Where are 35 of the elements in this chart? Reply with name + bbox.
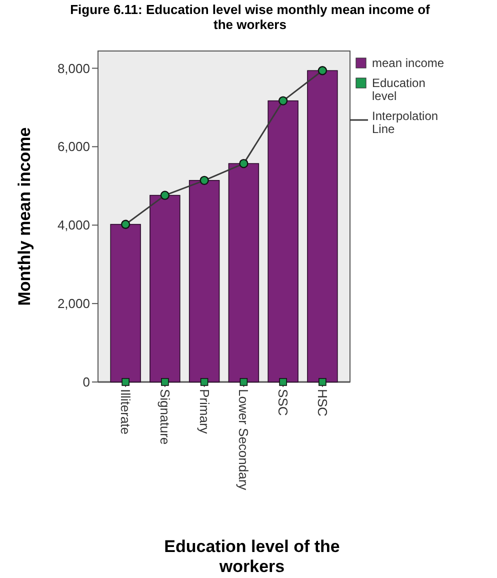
point <box>120 220 130 229</box>
point <box>200 378 208 386</box>
point <box>279 378 287 386</box>
x-tick-label: SSC <box>276 389 291 416</box>
y-tick-label: 0 <box>82 374 90 390</box>
legend-label: Education level <box>372 76 426 103</box>
point <box>161 378 169 386</box>
point <box>200 176 209 186</box>
x-axis-title: Education level of the workers <box>164 537 340 576</box>
point <box>318 378 326 386</box>
bar <box>307 70 338 382</box>
x-tick-label: HSC <box>314 389 330 416</box>
bar <box>268 100 298 382</box>
point <box>239 158 248 168</box>
y-tick-label: 4,000 <box>57 218 90 233</box>
x-tick-label: Primary <box>196 389 212 434</box>
point <box>160 190 170 200</box>
bar <box>228 163 260 382</box>
point <box>318 66 328 76</box>
x-tick-label: Signature <box>157 389 172 445</box>
x-tick-label: Illiterate <box>118 389 134 435</box>
y-tick-label: 6,000 <box>57 139 90 154</box>
bar <box>110 224 141 382</box>
x-tick-label: Lower Secondary <box>236 389 252 491</box>
y-axis-title: Monthly mean income <box>15 127 34 306</box>
point <box>122 378 130 386</box>
bar <box>150 194 180 382</box>
y-tick-label: 2,000 <box>57 296 90 312</box>
legend-label: mean income <box>372 56 444 70</box>
point <box>278 96 288 106</box>
chart-title: Figure 6.11: Education level wise monthly mean income of the workers <box>70 2 431 32</box>
bar <box>188 180 220 382</box>
legend-label: Interpolation Line <box>372 109 438 136</box>
y-tick-label: 8,000 <box>57 60 90 76</box>
point <box>240 378 248 386</box>
